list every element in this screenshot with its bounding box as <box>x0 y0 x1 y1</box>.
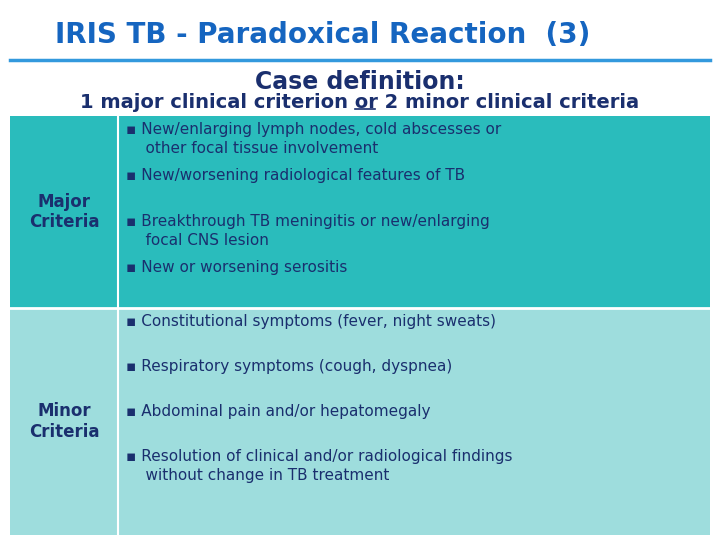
Bar <box>10 308 710 535</box>
Text: ▪ Resolution of clinical and/or radiological findings
    without change in TB t: ▪ Resolution of clinical and/or radiolog… <box>126 449 513 483</box>
Text: ▪ Constitutional symptoms (fever, night sweats): ▪ Constitutional symptoms (fever, night … <box>126 314 496 329</box>
Text: ▪ New or worsening serositis: ▪ New or worsening serositis <box>126 260 347 275</box>
Text: Major
Criteria: Major Criteria <box>29 193 99 232</box>
Bar <box>10 116 710 308</box>
Text: ▪ New/worsening radiological features of TB: ▪ New/worsening radiological features of… <box>126 168 465 183</box>
Text: 1 major clinical criterion or 2 minor clinical criteria: 1 major clinical criterion or 2 minor cl… <box>81 92 639 111</box>
Text: Case definition:: Case definition: <box>255 70 465 94</box>
Text: Minor
Criteria: Minor Criteria <box>29 402 99 441</box>
Text: IRIS TB - Paradoxical Reaction  (3): IRIS TB - Paradoxical Reaction (3) <box>55 21 590 49</box>
Text: ▪ Breakthrough TB meningitis or new/enlarging
    focal CNS lesion: ▪ Breakthrough TB meningitis or new/enla… <box>126 214 490 248</box>
Text: ▪ Abdominal pain and/or hepatomegaly: ▪ Abdominal pain and/or hepatomegaly <box>126 404 431 419</box>
Text: ▪ New/enlarging lymph nodes, cold abscesses or
    other focal tissue involvemen: ▪ New/enlarging lymph nodes, cold absces… <box>126 122 501 156</box>
Text: ▪ Respiratory symptoms (cough, dyspnea): ▪ Respiratory symptoms (cough, dyspnea) <box>126 359 452 374</box>
